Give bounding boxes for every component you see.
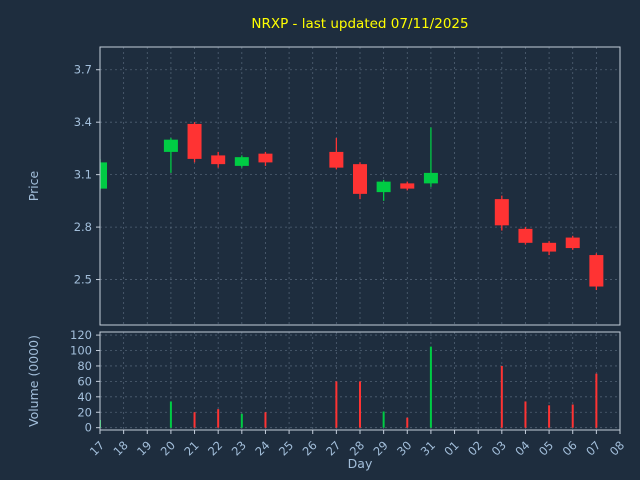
price-panel-frame <box>99 46 621 326</box>
volume-axis-label: Volume (0000) <box>26 335 41 427</box>
candle-body-24 <box>258 153 273 163</box>
volume-tick-label-0: 0 <box>85 421 92 435</box>
price-axis-label: Price <box>26 170 41 201</box>
price-plot-area <box>100 122 604 291</box>
chart-title: NRXP - last updated 07/11/2025 <box>251 16 468 32</box>
candle-body-28 <box>353 164 367 194</box>
candle-body-05 <box>542 242 557 252</box>
volume-tick-label-80: 80 <box>77 359 92 373</box>
candle-body-06 <box>565 237 580 249</box>
candle-body-03 <box>494 199 509 226</box>
candle-body-20 <box>163 139 178 152</box>
price-tick-label-3.1: 3.1 <box>74 168 92 182</box>
candle-body-23 <box>234 157 249 166</box>
candle-body-27 <box>329 151 344 168</box>
price-tick-label-2.8: 2.8 <box>74 220 92 234</box>
volume-tick-label-20: 20 <box>77 405 92 419</box>
x-axis-label: Day <box>348 456 373 471</box>
tick-marks <box>96 69 621 434</box>
candle-body-21 <box>187 123 202 159</box>
candle-body-22 <box>211 155 226 165</box>
candle-body-04 <box>518 228 533 243</box>
volume-tick-label-100: 100 <box>70 344 92 358</box>
candle-body-17 <box>100 162 107 189</box>
volume-tick-label-120: 120 <box>70 328 92 342</box>
candle-body-07 <box>589 255 604 287</box>
volume-tick-label-40: 40 <box>77 390 92 404</box>
price-tick-label-3.4: 3.4 <box>74 115 92 129</box>
price-tick-label-2.5: 2.5 <box>74 273 92 287</box>
volume-plot-area <box>100 346 598 428</box>
volume-tick-label-60: 60 <box>77 374 92 388</box>
candle-body-31 <box>423 172 438 184</box>
candle-body-30 <box>400 183 415 189</box>
price-tick-label-3.7: 3.7 <box>74 63 92 77</box>
candle-body-29 <box>376 181 391 193</box>
